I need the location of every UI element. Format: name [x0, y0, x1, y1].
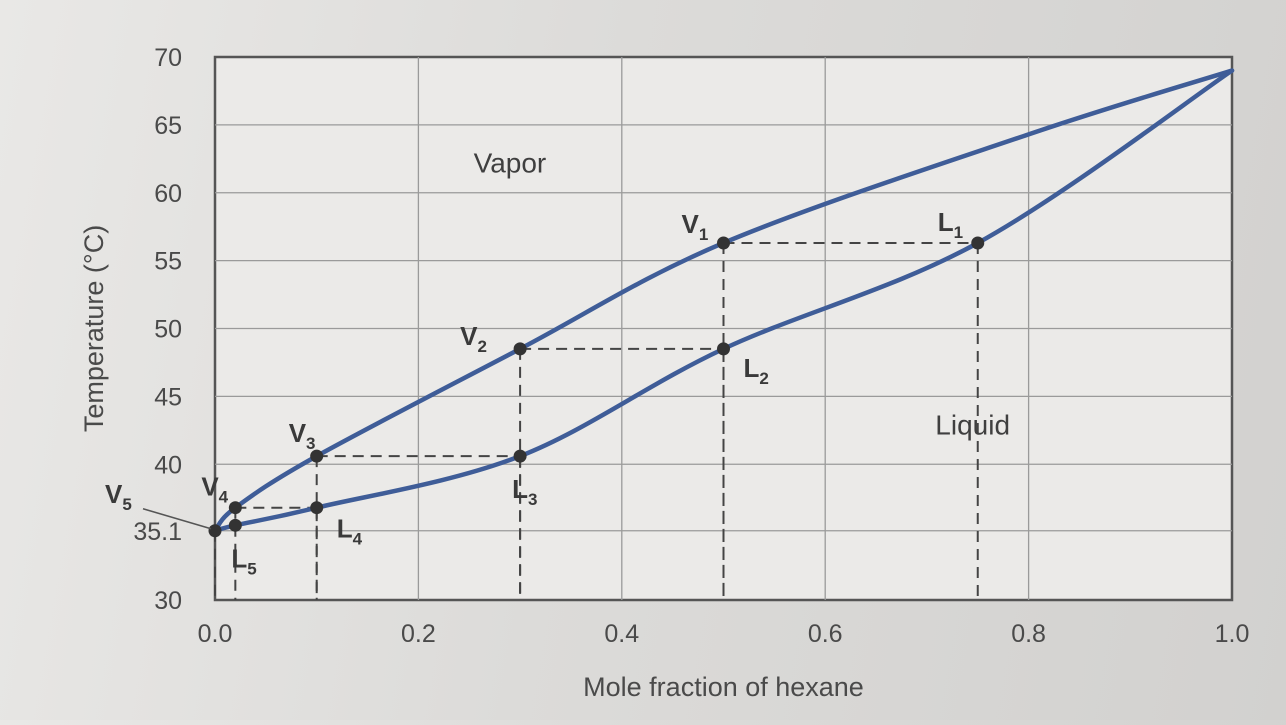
v5-leader-line: [142, 507, 212, 530]
point-label-subscript: 3: [528, 490, 537, 509]
y-tick-label: 50: [154, 316, 182, 344]
point-label-subscript: 3: [306, 434, 315, 453]
y-tick-label: 60: [154, 180, 182, 208]
tie-lines: [214, 241, 979, 600]
x-tick-label: 1.0: [1215, 620, 1250, 648]
point-marker: [310, 449, 324, 463]
point-marker: [310, 501, 324, 515]
grid: [213, 55, 1234, 602]
point-label-subscript: 2: [759, 369, 768, 388]
point-marker: [513, 342, 527, 356]
point-marker: [971, 236, 985, 250]
y-tick-label: 65: [154, 112, 182, 140]
point-label-subscript: 5: [122, 495, 131, 514]
point-label-subscript: 2: [477, 337, 486, 356]
vapor-curve: [212, 68, 1235, 534]
x-axis-title: Mole fraction of hexane: [583, 672, 864, 702]
point-label: V5: [105, 479, 132, 514]
y-tick-label: 55: [154, 248, 182, 276]
curves: Vapor Liquid: [212, 68, 1235, 534]
point-marker: [513, 449, 527, 463]
region-label: Liquid: [935, 409, 1010, 440]
point-label-subscript: 1: [954, 223, 963, 242]
x-tick-label: 0.8: [1011, 620, 1046, 648]
region-label: Vapor: [474, 147, 547, 178]
point-label-subscript: 1: [699, 225, 708, 244]
y-tick-label: 35.1: [133, 518, 182, 546]
point-marker: [717, 342, 730, 356]
point-label-subscript: 5: [247, 559, 256, 578]
y-tick-label: 45: [154, 383, 182, 411]
y-tick-label: 40: [154, 451, 182, 479]
x-tick-label: 0.4: [604, 620, 639, 648]
point-marker: [228, 501, 242, 515]
x-tick-label: 0.6: [808, 620, 843, 648]
point-marker: [208, 524, 222, 538]
x-tick-label: 0.0: [198, 620, 233, 648]
point-label-subscript: 4: [219, 488, 229, 507]
point-label: V3: [289, 418, 316, 453]
point-label-subscript: 4: [353, 530, 363, 549]
y-axis-title: Temperature (°C): [79, 225, 109, 432]
point-marker: [717, 236, 730, 250]
point-marker: [228, 518, 242, 532]
x-tick-label: 0.2: [401, 620, 436, 648]
y-tick-label: 70: [154, 44, 182, 72]
liquid-curve: [212, 68, 1235, 534]
y-tick-label: 30: [154, 587, 182, 615]
